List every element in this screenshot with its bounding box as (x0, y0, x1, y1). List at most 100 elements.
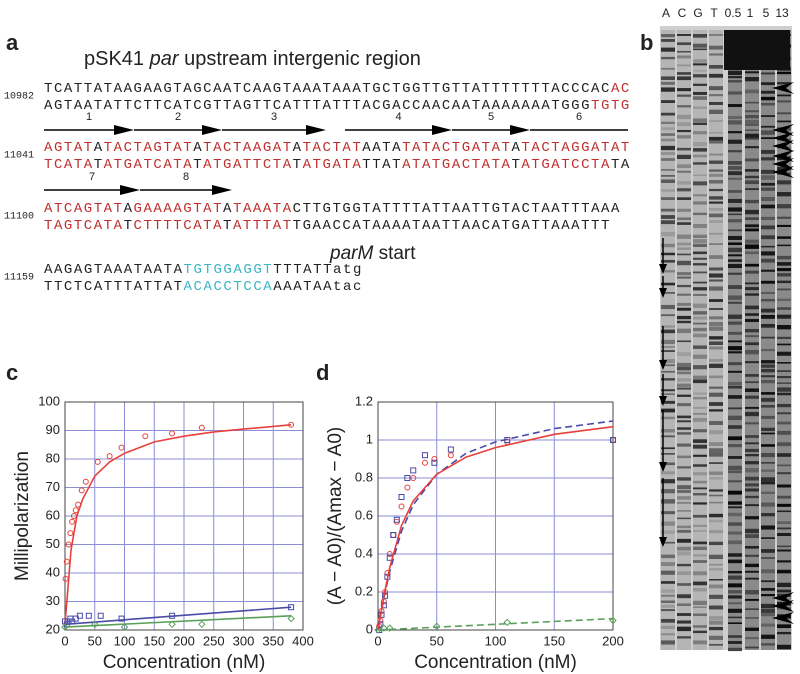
gel-band (709, 153, 723, 156)
gel-band (661, 282, 675, 286)
gel-band (761, 336, 775, 339)
data-point (503, 618, 511, 627)
gel-band (761, 102, 775, 106)
gel-band (761, 415, 775, 419)
gel-band (728, 171, 742, 176)
gel-band (761, 368, 775, 373)
gel-band (745, 504, 759, 507)
gel-band (693, 480, 707, 484)
data-point (169, 430, 176, 437)
gel-band (693, 412, 707, 415)
gel-band (677, 403, 691, 407)
gel-band (693, 333, 707, 338)
data-point (410, 467, 417, 474)
gel-band (728, 602, 742, 605)
gel-band (661, 541, 675, 544)
x-tick-label: 250 (203, 633, 225, 648)
arrowhead (659, 396, 667, 406)
gel-band (777, 204, 791, 209)
gel-band (745, 263, 759, 267)
gel-band (745, 435, 759, 438)
gel-band (728, 207, 742, 212)
data-point (380, 602, 387, 609)
gel-band (745, 590, 759, 595)
gel-band (661, 215, 675, 219)
gel-band (661, 435, 675, 438)
data-point (76, 612, 83, 619)
gel-band (677, 443, 691, 447)
data-point (198, 620, 206, 629)
lane-label: G (693, 6, 702, 20)
gel-band (761, 364, 775, 368)
gel-band (709, 635, 723, 640)
gel-band (709, 34, 723, 36)
gel-band (761, 157, 775, 161)
gel-band (728, 131, 742, 134)
gel-band (677, 626, 691, 632)
gel-band (777, 324, 791, 330)
gel-band (777, 464, 791, 467)
x-tick-label: 400 (292, 633, 314, 648)
start-label: parM start (329, 243, 416, 264)
sequence-segment: TCATTATAAGAAGTAGCAATCAAGTAAATAAATGCTGGTT… (44, 81, 609, 97)
gel-band (677, 302, 691, 306)
gel-band (693, 194, 707, 197)
gel-band (661, 370, 675, 373)
gel-band (693, 546, 707, 551)
x-tick-label: 150 (543, 633, 565, 648)
sequence-line: ATCAGTAT A GAAAAGTAT A TAAATA CTTGTGGTATTTTAT… (44, 201, 620, 217)
sequence-line: TAGTCATA T CTTTTCATA T ATTTAT TGAACCATAAAATAA… (44, 218, 609, 234)
gel-band (693, 396, 707, 400)
arrowhead (772, 150, 794, 162)
gel-band (761, 216, 775, 220)
gel-band (709, 421, 723, 425)
gel-band (693, 106, 707, 109)
gel-band (709, 243, 723, 245)
gel-band (661, 581, 675, 584)
gel-band (709, 73, 723, 78)
gel-band (709, 101, 723, 105)
gel-band (777, 382, 791, 385)
gel-band (777, 82, 791, 85)
sequence-segment: ATGATCATA (104, 157, 193, 173)
gel-band (661, 345, 675, 348)
gel-band (661, 232, 675, 237)
repeat-number: 2 (175, 111, 181, 123)
gel-band (677, 315, 691, 320)
gel-band (661, 168, 675, 171)
gel-band (661, 604, 675, 608)
panel-label: c (6, 360, 18, 385)
data-point (386, 624, 394, 632)
arrowhead (659, 462, 667, 472)
gel-band (709, 554, 723, 560)
y-tick-label: 0.6 (355, 507, 373, 522)
sequence-segment: TACTAGGATAT (521, 140, 629, 156)
gel-band (709, 220, 723, 223)
x-tick-label: 350 (262, 633, 284, 648)
gel-band (777, 100, 791, 103)
data-point (142, 433, 149, 440)
gel-band (709, 402, 723, 406)
gel-band (693, 322, 707, 325)
gel-band (761, 225, 775, 230)
gel-band (745, 545, 759, 549)
gel-band (677, 94, 691, 97)
gel-band (677, 147, 691, 151)
gel-band (777, 403, 791, 408)
gel-band (728, 407, 742, 410)
gel-band (693, 63, 707, 66)
gel-band (709, 363, 723, 368)
gel-band (728, 395, 742, 399)
fit-curve (64, 615, 292, 628)
gel-band (677, 284, 691, 288)
gel-band (761, 608, 775, 614)
gel-band (661, 197, 675, 200)
gel-band (693, 554, 707, 557)
data-point (386, 551, 393, 557)
gel-band (677, 64, 691, 67)
gel-band (777, 112, 791, 115)
gel-band (745, 637, 759, 640)
gel-band (693, 281, 707, 284)
sequence-segment: TAAATA (233, 201, 292, 217)
gel-band (709, 255, 723, 259)
